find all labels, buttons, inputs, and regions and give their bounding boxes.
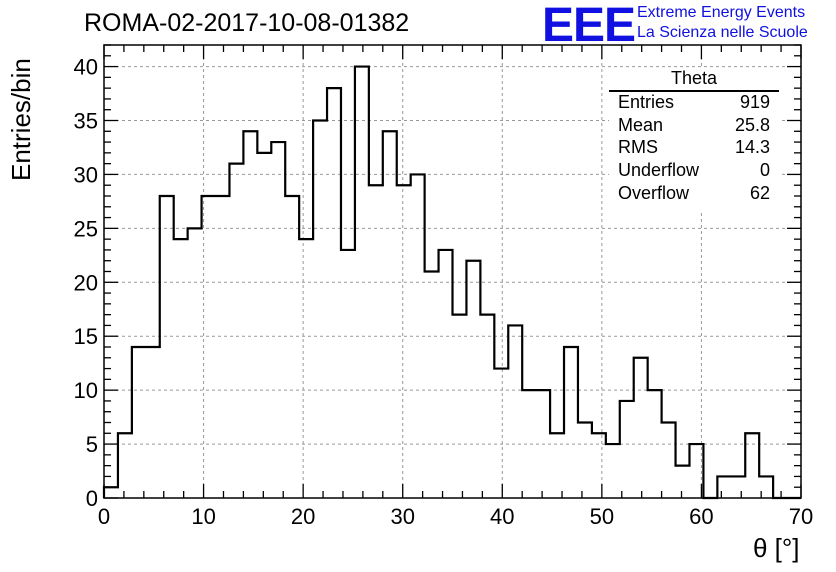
stats-key: Mean: [618, 115, 664, 135]
x-tick-label: 0: [98, 504, 110, 529]
logo-line-2: La Scienza nelle Scuole: [637, 24, 808, 41]
x-tick-label: 40: [490, 504, 514, 529]
x-tick-label: 10: [191, 504, 215, 529]
histogram-series: [102, 65, 801, 500]
stats-key: Overflow: [618, 183, 690, 203]
stats-row-overflow: Overflow 62: [618, 183, 770, 206]
stats-value: 919: [739, 92, 770, 112]
y-tick-label: 0: [86, 486, 98, 511]
stats-divider: [609, 90, 779, 92]
stats-value: 25.8: [734, 115, 770, 135]
y-tick-label: 10: [74, 378, 98, 403]
y-tick-label: 5: [86, 432, 98, 457]
x-tick-label: 20: [291, 504, 315, 529]
x-tick-label: 50: [590, 504, 614, 529]
stats-row-underflow: Underflow 0: [618, 160, 770, 183]
y-tick-label: 35: [74, 109, 98, 134]
stats-row-mean: Mean 25.8: [618, 115, 770, 138]
y-tick-label: 40: [74, 55, 98, 80]
y-tick-label: 30: [74, 162, 98, 187]
plot-frame: [103, 44, 802, 499]
stats-key: Underflow: [618, 160, 700, 180]
x-tick-label: 70: [789, 504, 813, 529]
axis-ticks: [103, 44, 802, 499]
stats-value: 14.3: [734, 137, 770, 157]
stats-box: Theta Entries 919 Mean 25.8 RMS 14.3 Und…: [609, 68, 779, 210]
stats-key: RMS: [618, 137, 658, 157]
x-tick-label: 60: [689, 504, 713, 529]
y-tick-label: 15: [74, 324, 98, 349]
stats-title: Theta: [670, 68, 718, 88]
logo-line-1: Extreme Energy Events: [637, 4, 806, 21]
stats-row-entries: Entries 919: [618, 92, 770, 115]
x-tick-label: 30: [390, 504, 414, 529]
y-axis-label: Entries/bin: [6, 58, 36, 181]
stats-value: 62: [749, 183, 770, 203]
tick-labels: 0 10 20 30 40 50 60 70 0 5 10 15 20 25 30 35 40: [74, 55, 814, 529]
stats-row-rms: RMS 14.3: [618, 137, 770, 160]
stats-value: 0: [759, 160, 770, 180]
x-axis-label: θ [°]: [753, 533, 800, 563]
chart-title: ROMA-02-2017-10-08-01382: [84, 9, 410, 37]
stats-key: Entries: [618, 92, 675, 112]
y-tick-label: 25: [74, 216, 98, 241]
eee-logo: EEE: [542, 0, 636, 52]
y-tick-label: 20: [74, 270, 98, 295]
